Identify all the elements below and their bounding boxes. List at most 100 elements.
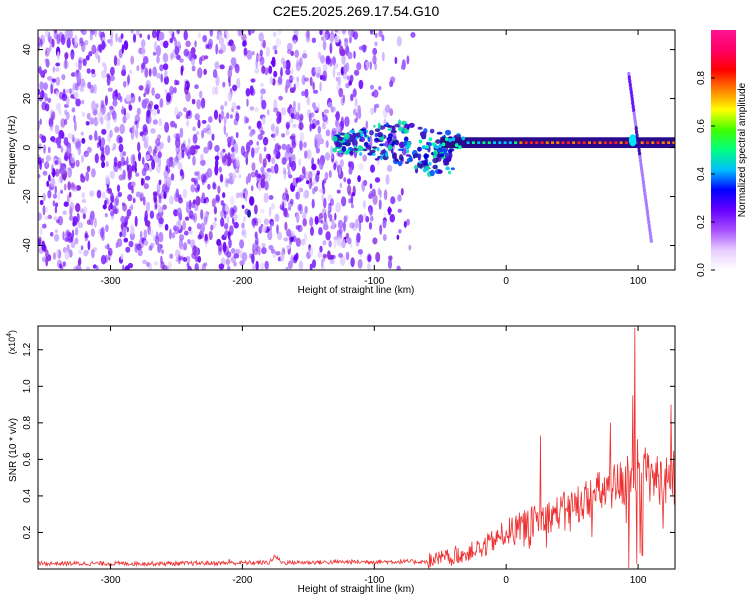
- spectrogram-noise-cell: [245, 141, 251, 153]
- spectrogram-broadening-cell: [397, 148, 405, 152]
- spectrogram-noise-cell: [233, 253, 240, 259]
- spectrogram-noise-cell: [248, 125, 252, 130]
- spectrogram-noise-cell: [385, 174, 390, 185]
- spectrogram-noise-cell: [168, 160, 172, 167]
- diagonal-trail-cell: [636, 136, 640, 142]
- spectrogram-noise-cell: [200, 97, 206, 109]
- spectrogram-noise-cell: [345, 251, 350, 261]
- spectrogram-noise-cell: [188, 230, 193, 235]
- spectrogram-noise-cell: [127, 74, 130, 85]
- spectrogram-broadening-cell: [344, 141, 351, 147]
- carrier-noisy-cell: [448, 138, 452, 143]
- spectrogram-noise-cell: [78, 59, 82, 71]
- spectrogram-noise-cell: [237, 30, 243, 37]
- snr-series-line: [38, 327, 675, 569]
- spectrogram-noise-cell: [61, 93, 68, 102]
- carrier-core-cell: [477, 141, 481, 144]
- spectrogram-noise-cell: [122, 203, 127, 212]
- spectrogram-noise-cell: [200, 173, 207, 183]
- spectrogram-noise-cell: [174, 226, 180, 235]
- spectrogram-noise-cell: [192, 155, 196, 166]
- spectrogram-noise-cell: [139, 230, 143, 240]
- spectrogram-noise-cell: [342, 72, 347, 80]
- spectrogram-noise-cell: [60, 146, 64, 153]
- spectrogram-noise-cell: [379, 189, 382, 199]
- snr-plot-area: [38, 327, 675, 569]
- spectrogram-noise-cell: [141, 39, 146, 49]
- spectrogram-noise-cell: [94, 30, 97, 37]
- spectrogram-noise-cell: [105, 254, 108, 264]
- spectrogram-noise-cell: [81, 99, 85, 105]
- spectrogram-noise-cell: [343, 177, 347, 183]
- spectrogram-noise-cell: [268, 65, 273, 74]
- spectrogram-noise-cell: [213, 69, 218, 78]
- spectrogram-noise-cell: [180, 65, 184, 76]
- diagonal-trail-cell: [648, 231, 652, 236]
- spectrogram-noise-cell: [174, 123, 177, 129]
- diagonal-trail-cell: [627, 75, 631, 81]
- diagonal-trail-cell: [649, 234, 653, 240]
- colorbar: 0.0 0.2 0.4 0.6 0.8 Normalized spectral ampl…: [696, 30, 748, 277]
- spectrogram-noise-cell: [233, 221, 239, 229]
- spectrogram-noise-cell: [356, 232, 361, 243]
- spectrogram-noise-cell: [60, 189, 63, 194]
- spectrogram-noise-cell: [233, 213, 238, 221]
- spectrogram-noise-cell: [77, 146, 82, 156]
- spectrogram-broadening-cell: [429, 169, 435, 177]
- spectrogram-noise-cell: [125, 94, 131, 102]
- spectrogram-noise-cell: [93, 119, 99, 127]
- spectrogram-noise-cell: [289, 238, 292, 246]
- spectrogram-noise-cell: [213, 206, 217, 215]
- spectrogram-noise-cell: [122, 64, 126, 74]
- spectrogram-noise-cell: [382, 234, 387, 241]
- snr-y-axis: 0.2 0.4 0.6 0.8 1.0 1.2: [22, 342, 675, 539]
- spectrogram-noise-cell: [339, 182, 343, 189]
- spectrogram-noise-cell: [38, 236, 42, 244]
- x-tick-label: 0: [503, 575, 509, 586]
- spectrogram-noise-cell: [53, 252, 56, 260]
- spectrogram-noise-cell: [235, 248, 241, 255]
- spectrogram-noise-cell: [106, 198, 110, 205]
- spectrogram-noise-cell: [94, 217, 97, 228]
- spectrogram-noise-cell: [207, 129, 212, 135]
- spectrogram-noise-cell: [304, 77, 310, 82]
- spectrogram-noise-cell: [142, 62, 145, 69]
- spectrogram-noise-cell: [294, 49, 300, 58]
- spectrogram-noise-cell: [49, 123, 54, 131]
- spectrogram-noise-cell: [162, 40, 169, 49]
- spectrogram-noise-cell: [190, 184, 195, 193]
- spectrogram-broadening-cell: [406, 144, 410, 150]
- spectrogram-noise-cell: [241, 251, 248, 262]
- spectrogram-broadening-cell: [362, 148, 368, 152]
- spectrogram-noise-cell: [89, 117, 95, 125]
- spectrogram-noise-cell: [148, 228, 154, 236]
- spectrogram-noise-cell: [70, 182, 75, 189]
- spectrogram-noise-cell: [194, 262, 199, 270]
- spectrogram-noise-cell: [75, 203, 81, 213]
- spectrogram-noise-cell: [130, 154, 135, 165]
- spectrogram-noise-cell: [374, 177, 381, 183]
- spectrogram-noise-cell: [235, 169, 240, 174]
- spectrogram-noise-cell: [73, 115, 76, 123]
- spectrogram-noise-cell: [314, 66, 320, 74]
- spectrogram-noise-cell: [284, 221, 288, 231]
- spectrogram-broadening-cell: [413, 153, 419, 159]
- spectrogram-noise-cell: [158, 31, 165, 41]
- spectrogram-broadening-cell: [374, 158, 380, 161]
- spectrogram-noise-cell: [58, 176, 61, 184]
- spectrogram-broadening-cell: [447, 149, 452, 154]
- spectrogram-noise-cell: [381, 34, 385, 42]
- y-tick-label: 20: [22, 93, 33, 105]
- spectrogram-noise-cell: [228, 238, 232, 249]
- spectrogram-noise-cell: [262, 39, 266, 49]
- spectrogram-noise-cell: [372, 194, 378, 206]
- spectrogram-noise-cell: [183, 30, 188, 41]
- spectrogram-noise-cell: [93, 83, 97, 95]
- spectrogram-noise-cell: [188, 226, 192, 232]
- spectrogram-noise-cell: [290, 133, 296, 141]
- spectrogram-broadening-cell: [436, 131, 443, 135]
- spectrogram-noise-cell: [361, 181, 366, 192]
- spectrogram-noise-cell: [44, 30, 49, 38]
- spectrogram-noise-cell: [306, 180, 310, 185]
- spectrogram-noise-cell: [89, 32, 93, 41]
